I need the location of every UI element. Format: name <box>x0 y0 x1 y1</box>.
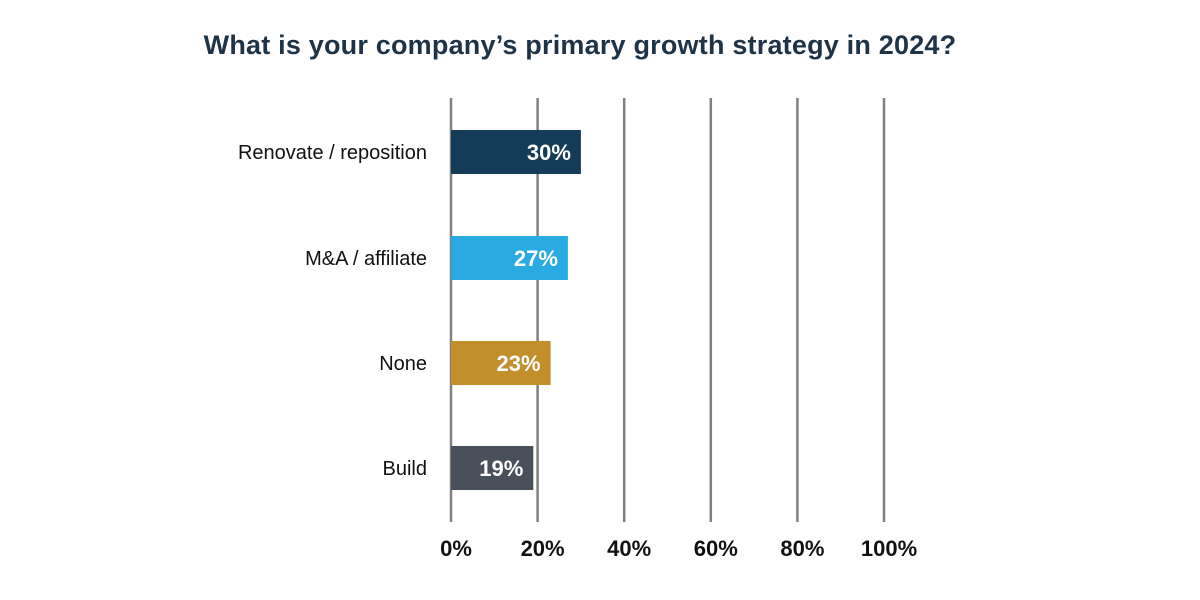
x-tick-label-0: 0% <box>440 536 472 561</box>
category-label-1: Renovate / reposition <box>238 142 427 164</box>
category-label-3: None <box>379 353 427 375</box>
x-tick-label-100: 100% <box>861 536 917 561</box>
x-tick-label-80: 80% <box>780 536 824 561</box>
value-label-3: 23% <box>497 351 541 376</box>
bar-1 <box>451 130 581 174</box>
value-label-1: 30% <box>527 140 571 165</box>
chart-title: What is your company’s primary growth st… <box>203 30 957 60</box>
bar-4 <box>451 446 534 490</box>
x-tick-label-60: 60% <box>694 536 738 561</box>
bar-3 <box>451 341 551 385</box>
value-label-2: 27% <box>514 246 558 271</box>
value-label-4: 19% <box>479 456 523 481</box>
x-tick-label-20: 20% <box>521 536 565 561</box>
category-label-4: Build <box>383 458 427 480</box>
bar-2 <box>451 236 568 280</box>
category-label-2: M&A / affiliate <box>305 248 427 270</box>
x-tick-label-40: 40% <box>607 536 651 561</box>
